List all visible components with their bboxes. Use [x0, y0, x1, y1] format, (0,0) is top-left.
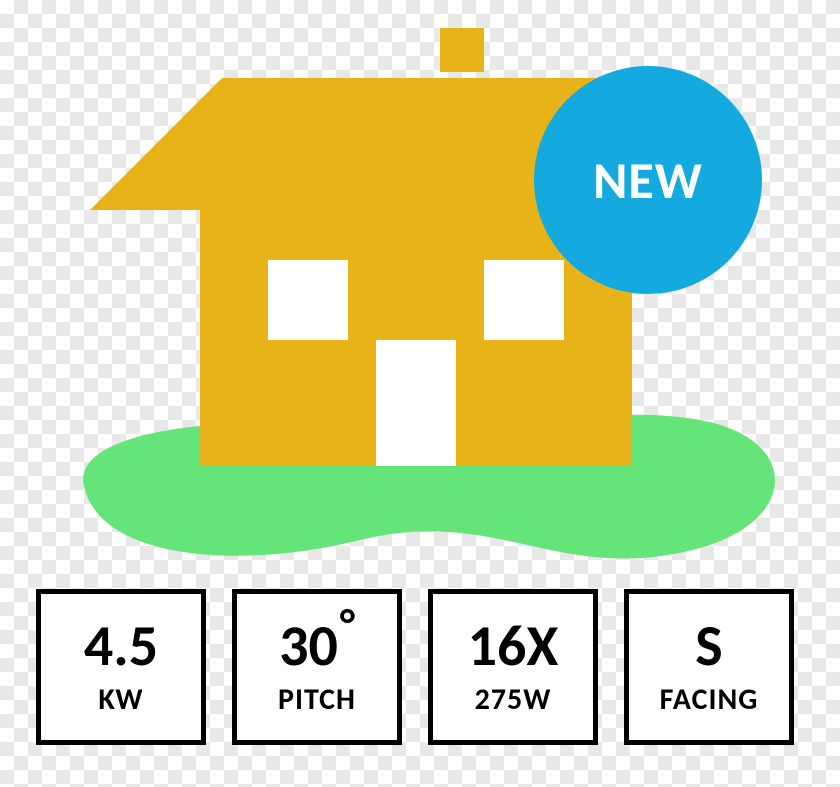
new-badge-label: NEW — [593, 148, 703, 212]
stat-value: 16X — [468, 617, 559, 675]
stat-value-text: 16X — [468, 617, 559, 675]
house-window-right — [484, 260, 564, 340]
stat-box-panels: 16X 275W — [428, 589, 598, 745]
degree-symbol: ° — [340, 613, 355, 635]
stat-unit: KW — [98, 681, 143, 718]
stat-box-facing: S FACING — [624, 589, 794, 745]
new-badge: NEW — [534, 66, 762, 294]
stat-unit: FACING — [660, 681, 759, 718]
stat-value: 30° — [279, 617, 355, 675]
house-chimney — [440, 28, 484, 72]
infographic-scene: NEW 4.5 KW 30° PITCH 16X 275W S FACING — [0, 0, 840, 787]
house-door — [376, 340, 456, 466]
stat-unit: PITCH — [278, 681, 356, 718]
stat-box-pitch: 30° PITCH — [232, 589, 402, 745]
stat-value-text: 30 — [279, 617, 338, 675]
stat-value-text: S — [695, 617, 722, 675]
stat-value-text: 4.5 — [84, 617, 158, 675]
stat-box-kw: 4.5 KW — [36, 589, 206, 745]
stat-unit: 275W — [475, 681, 552, 718]
stat-value: 4.5 — [84, 617, 158, 675]
stats-row: 4.5 KW 30° PITCH 16X 275W S FACING — [36, 589, 794, 745]
house-window-left — [268, 260, 348, 340]
stat-value: S — [695, 617, 722, 675]
